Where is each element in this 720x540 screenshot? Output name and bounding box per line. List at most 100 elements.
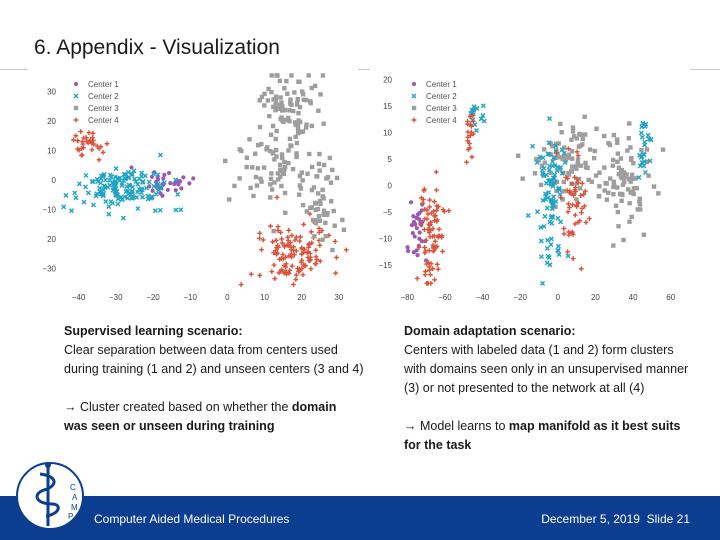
scatter-point (181, 175, 186, 180)
scatter-point (418, 222, 424, 227)
scatter-point (291, 244, 296, 250)
footer-date-slide: December 5, 2019 Slide 21 (541, 512, 690, 526)
scatter-point (575, 157, 581, 162)
scatter-point (555, 215, 561, 221)
scatter-point (558, 195, 564, 201)
scatter-point (259, 179, 264, 184)
scatter-point (316, 214, 322, 219)
domain-adaptation-tsne-plot: −80 −60 −40 −20 0 20 40 60 20 15 10 5 0 −5 −10 −15 Cente… (370, 68, 690, 306)
scatter-point (565, 253, 571, 259)
scatter-point (537, 154, 543, 160)
x-tick-label: 20 (297, 293, 306, 302)
scatter-point (300, 89, 305, 94)
scatter-point (641, 232, 647, 237)
scatter-point (574, 136, 580, 141)
scatter-point (269, 171, 274, 176)
scatter-point (561, 179, 567, 185)
scatter-point (410, 230, 415, 236)
scatter-point (553, 141, 559, 147)
supervised-conclusion-post: was seen or unseen during training (64, 419, 275, 433)
footer-institution: Computer Aided Medical Procedures (94, 512, 290, 526)
scatter-point (430, 266, 436, 272)
scatter-point (333, 270, 339, 276)
scatter-point (248, 271, 254, 277)
scatter-point (440, 249, 445, 254)
scatter-point (125, 191, 131, 197)
scatter-point (273, 136, 278, 142)
scatter-point (293, 277, 299, 282)
scatter-point (575, 219, 581, 225)
legend-marker (411, 81, 417, 87)
supervised-description: Supervised learning scenario: Clear sepa… (64, 322, 364, 436)
scatter-point (574, 197, 579, 202)
scatter-point (269, 269, 275, 275)
scatter-point (279, 100, 284, 105)
scatter-point (594, 126, 599, 131)
y-tick-label: 0 (52, 176, 57, 185)
scatter-point (515, 153, 521, 158)
scatter-point (304, 97, 309, 103)
scatter-point (130, 184, 136, 190)
scatter-point (566, 152, 572, 158)
scatter-point (464, 159, 470, 165)
scatter-point (318, 92, 323, 97)
scatter-point (627, 201, 632, 206)
scatter-point (414, 248, 419, 253)
scatter-point (78, 129, 84, 134)
scatter-point (140, 194, 146, 200)
scatter-point (273, 100, 278, 106)
scatter-point (161, 179, 167, 185)
scatter-point (279, 152, 285, 157)
scatter-point (313, 254, 319, 260)
scatter-point (538, 182, 544, 188)
scatter-point (168, 181, 173, 186)
scatter-point (570, 256, 576, 262)
scatter-point (295, 127, 301, 132)
scatter-point (406, 248, 411, 254)
x-tick-label: 10 (260, 293, 269, 302)
scatter-point (268, 132, 274, 137)
scatter-point (542, 160, 548, 165)
scatter-point (583, 219, 589, 225)
scatter-point (470, 118, 476, 124)
scatter-point (615, 209, 621, 215)
scatter-point (106, 204, 112, 210)
scatter-point (289, 263, 295, 269)
scatter-point (544, 205, 550, 211)
scatter-point (158, 191, 163, 196)
domain-adaptation-conclusion-bold: map manifold as it best suits for the ta… (404, 419, 681, 452)
scatter-point (76, 181, 82, 187)
legend-label: Center 3 (88, 104, 119, 113)
scatter-point (113, 166, 119, 172)
scatter-point (90, 202, 96, 208)
scatter-point (110, 200, 116, 206)
scatter-point (324, 212, 330, 218)
scatter-point (294, 151, 299, 156)
legend-label: Center 2 (88, 92, 119, 101)
scatter-point (132, 176, 138, 182)
scatter-point (273, 147, 279, 153)
scatter-point (592, 148, 597, 154)
scatter-point (266, 86, 271, 92)
scatter-point (296, 110, 301, 116)
scatter-point (427, 222, 433, 228)
scatter-point (628, 157, 634, 162)
scatter-point (582, 114, 587, 119)
scatter-point (561, 226, 567, 231)
scatter-point (84, 139, 90, 144)
scatter-point (641, 158, 647, 164)
scatter-point (616, 165, 622, 171)
scatter-point (257, 230, 263, 236)
scatter-point (268, 223, 273, 229)
scatter-point (129, 195, 135, 201)
scatter-point (90, 130, 96, 136)
scatter-point (153, 191, 159, 197)
scatter-point (565, 209, 571, 215)
scatter-point (547, 219, 553, 225)
scatter-point (574, 164, 579, 169)
scatter-point (637, 199, 642, 204)
scatter-point (471, 107, 477, 113)
y-tick-label: 20 (383, 75, 392, 84)
scatter-point (569, 230, 574, 236)
scatter-point (568, 191, 574, 197)
